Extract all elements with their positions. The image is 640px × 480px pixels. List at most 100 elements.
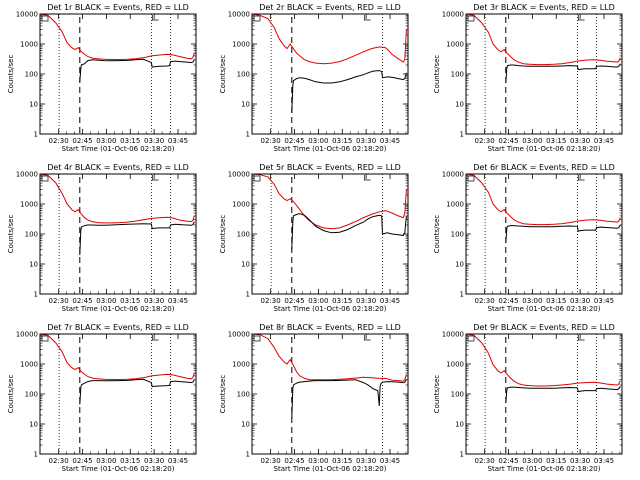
y-axis-label: Counts/sec [433, 55, 441, 94]
lld-series-line [465, 173, 621, 226]
y-tick-label: 100 [25, 391, 38, 399]
x-axis-label: Start Time (01-Oct-06 02:18:20) [274, 465, 387, 473]
plot-frame [465, 333, 623, 455]
x-axis-label: Start Time (01-Oct-06 02:18:20) [488, 465, 601, 473]
y-tick-label: 10000 [442, 331, 464, 339]
x-tick-label: 03:15 [546, 137, 566, 145]
y-tick-label: 10000 [228, 171, 250, 179]
lld-series-line [465, 13, 621, 66]
y-tick-label: 10 [29, 101, 38, 109]
x-tick-label: 03:30 [144, 457, 164, 465]
plot-frame [251, 173, 409, 295]
x-tick-label: 03:15 [546, 457, 566, 465]
x-tick-label: 03:15 [120, 137, 140, 145]
y-tick-label: 100 [237, 391, 250, 399]
y-tick-label: 10 [241, 421, 250, 429]
events-series-line [291, 70, 407, 114]
corner-marker [363, 335, 371, 341]
events-series-line [79, 58, 195, 82]
x-tick-label: 03:00 [308, 297, 328, 305]
x-tick-label: 02:45 [284, 297, 304, 305]
panel-title: Det 5r BLACK = Events, RED = LLD [259, 163, 401, 172]
x-axis-label: Start Time (01-Oct-06 02:18:20) [274, 145, 387, 153]
events-series-line [505, 224, 621, 244]
y-tick-label: 10 [29, 261, 38, 269]
x-axis-label: Start Time (01-Oct-06 02:18:20) [62, 465, 175, 473]
plot-frame [251, 13, 409, 135]
corner-marker [467, 15, 475, 22]
x-tick-label: 03:45 [168, 297, 188, 305]
detector-panel: Det 8r BLACK = Events, RED = LLD 1 10 100 10… [219, 323, 409, 473]
y-tick-label: 10 [455, 421, 464, 429]
x-tick-label: 03:30 [570, 297, 590, 305]
detector-panel: Det 9r BLACK = Events, RED = LLD 1 10 100 10… [433, 323, 623, 473]
y-axis-label: Counts/sec [433, 375, 441, 414]
lld-series-line [39, 13, 195, 60]
y-tick-label: 1000 [446, 201, 464, 209]
plot-frame [251, 333, 409, 455]
y-tick-label: 1000 [20, 41, 38, 49]
y-tick-label: 1 [34, 291, 38, 299]
y-tick-label: 1 [460, 291, 464, 299]
x-tick-label: 03:45 [380, 297, 400, 305]
detector-panel: Det 5r BLACK = Events, RED = LLD 1 10 100 10… [219, 163, 409, 313]
corner-marker [253, 15, 261, 22]
x-tick-label: 03:45 [380, 137, 400, 145]
plot-frame [39, 333, 197, 455]
corner-marker [41, 335, 49, 342]
x-tick-label: 03:45 [594, 457, 614, 465]
x-axis-label: Start Time (01-Oct-06 02:18:20) [488, 305, 601, 313]
detector-panel: Det 7r BLACK = Events, RED = LLD 1 10 100 10… [7, 323, 197, 473]
y-tick-label: 10000 [16, 171, 38, 179]
panel-title: Det 7r BLACK = Events, RED = LLD [47, 323, 189, 332]
corner-marker [151, 335, 159, 341]
x-tick-label: 02:30 [49, 457, 69, 465]
x-tick-label: 03:00 [96, 457, 116, 465]
x-tick-label: 02:45 [284, 137, 304, 145]
y-axis-label: Counts/sec [219, 55, 227, 94]
x-tick-label: 02:30 [475, 457, 495, 465]
y-tick-label: 1000 [20, 361, 38, 369]
corner-marker [151, 175, 159, 181]
corner-marker [151, 15, 159, 21]
x-tick-label: 02:30 [475, 137, 495, 145]
lld-series-line [39, 173, 195, 224]
y-tick-label: 1000 [232, 41, 250, 49]
events-series-line [79, 221, 195, 256]
x-tick-label: 03:15 [332, 297, 352, 305]
panel-title: Det 9r BLACK = Events, RED = LLD [473, 323, 615, 332]
panel-title: Det 1r BLACK = Events, RED = LLD [47, 3, 189, 12]
x-axis-label: Start Time (01-Oct-06 02:18:20) [62, 305, 175, 313]
y-tick-label: 100 [451, 231, 464, 239]
detector-panel: Det 4r BLACK = Events, RED = LLD 1 10 100 10… [7, 163, 197, 313]
y-tick-label: 10000 [228, 331, 250, 339]
x-tick-label: 02:30 [49, 137, 69, 145]
x-tick-label: 02:45 [72, 137, 92, 145]
y-tick-label: 10 [455, 101, 464, 109]
panel-title: Det 4r BLACK = Events, RED = LLD [47, 163, 189, 172]
x-axis-label: Start Time (01-Oct-06 02:18:20) [274, 305, 387, 313]
y-tick-label: 1 [246, 291, 250, 299]
y-tick-label: 1 [34, 131, 38, 139]
x-tick-label: 03:15 [332, 457, 352, 465]
panel-title: Det 2r BLACK = Events, RED = LLD [259, 3, 401, 12]
x-tick-label: 03:30 [356, 137, 376, 145]
x-tick-label: 03:15 [120, 457, 140, 465]
y-tick-label: 100 [237, 71, 250, 79]
x-tick-label: 03:00 [308, 457, 328, 465]
x-tick-label: 02:45 [72, 297, 92, 305]
x-axis-label: Start Time (01-Oct-06 02:18:20) [488, 145, 601, 153]
x-tick-label: 03:00 [308, 137, 328, 145]
y-axis-label: Counts/sec [219, 215, 227, 254]
y-tick-label: 10 [29, 421, 38, 429]
y-tick-label: 1000 [446, 41, 464, 49]
y-tick-label: 1000 [446, 361, 464, 369]
events-series-line [291, 213, 407, 250]
x-tick-label: 02:45 [498, 297, 518, 305]
panel-title: Det 8r BLACK = Events, RED = LLD [259, 323, 401, 332]
y-tick-label: 100 [451, 391, 464, 399]
y-tick-label: 100 [237, 231, 250, 239]
x-tick-label: 02:45 [498, 457, 518, 465]
corner-marker [467, 335, 475, 342]
lld-series-line [251, 13, 407, 65]
